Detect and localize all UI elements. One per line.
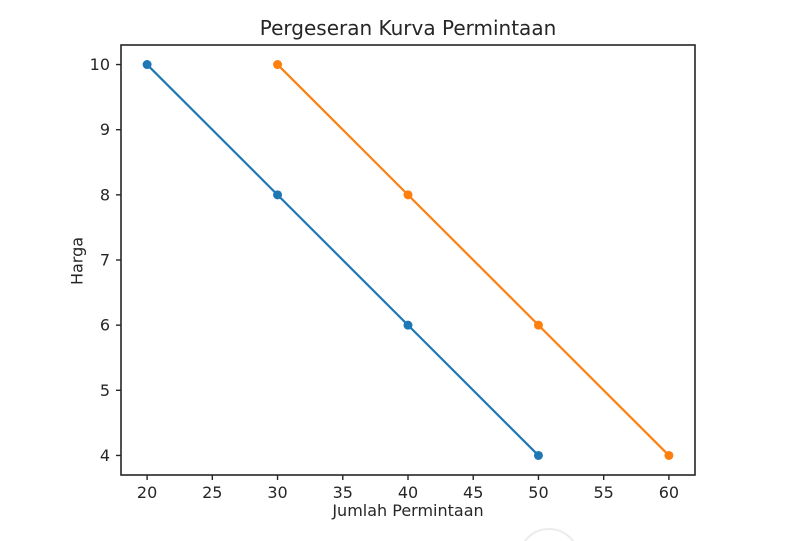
- x-tick-label: 25: [202, 483, 222, 502]
- series-1-line: [145, 63, 540, 457]
- series-1-marker: [142, 60, 152, 70]
- series-2-marker: [403, 190, 413, 200]
- y-tick-label: 6: [100, 316, 110, 335]
- series-1-marker: [403, 320, 413, 330]
- x-tick-label: 55: [594, 483, 614, 502]
- x-axis-label: Jumlah Permintaan: [332, 501, 484, 520]
- y-tick-label: 5: [100, 381, 110, 400]
- chart-title: Pergeseran Kurva Permintaan: [259, 16, 557, 40]
- series-2-marker: [664, 450, 674, 460]
- series-1-marker: [533, 450, 543, 460]
- x-tick-label: 35: [333, 483, 353, 502]
- x-tick-label: 50: [528, 483, 548, 502]
- y-tick-label: 4: [100, 446, 110, 465]
- y-tick-label: 7: [100, 251, 110, 270]
- y-tick-label: 9: [100, 120, 110, 139]
- watermark-circle: [523, 528, 575, 541]
- x-tick-label: 60: [659, 483, 679, 502]
- series-2-line: [276, 63, 671, 457]
- y-tick-label: 10: [90, 55, 110, 74]
- plot-border: [120, 44, 696, 476]
- y-axis-label: Harga: [67, 236, 87, 286]
- y-tick-label: 8: [100, 185, 110, 204]
- series-2-marker: [533, 320, 543, 330]
- series-1-marker: [273, 190, 283, 200]
- series-2-marker: [273, 60, 283, 70]
- x-tick-label: 20: [137, 483, 157, 502]
- x-tick-label: 40: [398, 483, 418, 502]
- x-tick-label: 30: [267, 483, 287, 502]
- x-tick-label: 45: [463, 483, 483, 502]
